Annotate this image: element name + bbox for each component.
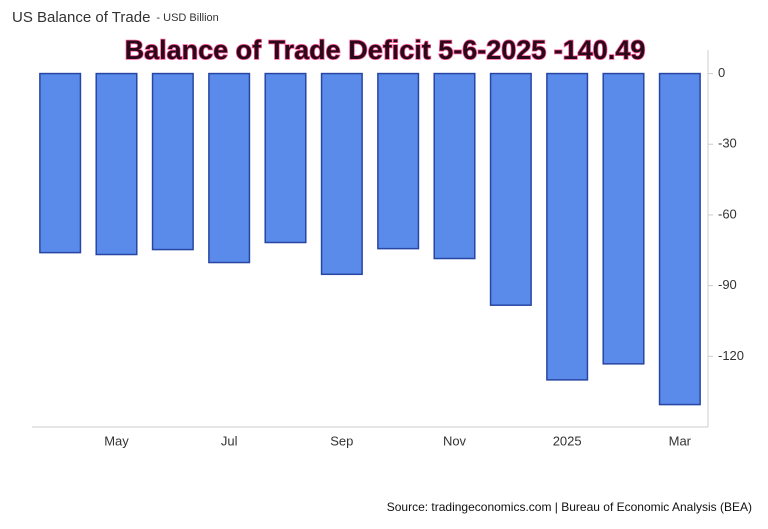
bar <box>546 72 589 381</box>
bar <box>602 72 645 365</box>
bar <box>377 72 420 250</box>
y-tick-label: -90 <box>718 277 737 292</box>
y-tick-label: -30 <box>718 136 737 151</box>
bar <box>151 72 194 251</box>
bar <box>95 72 138 256</box>
bar <box>208 72 251 264</box>
bar <box>489 72 532 306</box>
y-tick-label: -120 <box>718 348 744 363</box>
bar <box>39 72 82 254</box>
x-tick-label: Mar <box>669 433 692 448</box>
x-tick-label: 2025 <box>553 433 582 448</box>
bar <box>658 72 701 406</box>
subtitle-text: - USD Billion <box>156 12 218 24</box>
title-text: US Balance of Trade <box>12 9 150 26</box>
bar <box>264 72 307 244</box>
chart-title: US Balance of Trade - USD Billion <box>12 9 219 26</box>
bar <box>320 72 363 276</box>
y-tick-label: -60 <box>718 206 737 221</box>
x-tick-label: Jul <box>221 433 238 448</box>
source: Source: tradingeconomics.com | Bureau of… <box>387 500 752 514</box>
y-tick-label: 0 <box>718 65 725 80</box>
bar <box>433 72 476 260</box>
x-tick-label: Nov <box>443 433 467 448</box>
x-tick-label: May <box>104 433 129 448</box>
annotation: Balance of Trade Deficit 5-6-2025 -140.4… <box>125 35 646 65</box>
x-tick-label: Sep <box>330 433 353 448</box>
